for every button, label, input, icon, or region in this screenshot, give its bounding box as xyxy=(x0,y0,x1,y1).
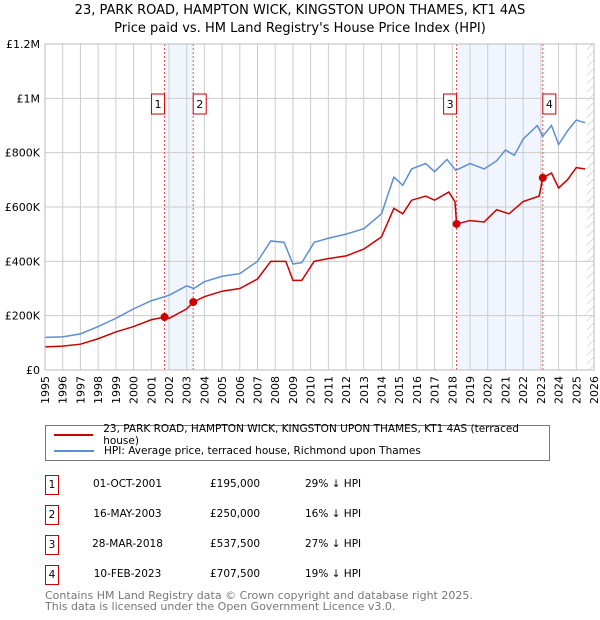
x-tick-label: 2024 xyxy=(553,376,566,404)
transaction-row: 4 10-FEB-2023 £707,500 19% ↓ HPI xyxy=(45,565,545,585)
x-tick-label: 2015 xyxy=(393,376,406,404)
x-tick-label: 2021 xyxy=(499,376,512,404)
sale-badge-label: 4 xyxy=(546,98,553,111)
x-tick-label: 2013 xyxy=(358,376,371,404)
transaction-price: £195,000 xyxy=(210,478,261,490)
x-tick-label: 2018 xyxy=(446,376,459,404)
x-tick-label: 2000 xyxy=(128,376,141,404)
legend-swatch-hpi xyxy=(54,450,94,452)
transaction-date: 16-MAY-2003 xyxy=(93,508,162,520)
sale-point xyxy=(538,173,547,182)
plot-area: 1995 1996 1997 1998 1999 2000 2001 2002 2003 2004… xyxy=(5,38,600,404)
chart-title: 23, PARK ROAD, HAMPTON WICK, KINGSTON UP… xyxy=(74,3,526,18)
y-tick-label: £1.2M xyxy=(6,38,40,51)
transaction-date: 28-MAR-2018 xyxy=(92,538,163,550)
x-tick-label: 2022 xyxy=(517,376,530,404)
x-tick-label: 2017 xyxy=(429,376,442,404)
sale-point xyxy=(452,219,461,228)
sale-badge xyxy=(443,93,458,115)
sale-badge xyxy=(151,93,166,115)
y-tick-label: £800K xyxy=(5,147,41,160)
footer-licence: This data is licensed under the Open Gov… xyxy=(45,600,396,613)
transaction-hpi-diff: 27% ↓ HPI xyxy=(305,538,362,550)
transaction-date: 01-OCT-2001 xyxy=(93,478,162,490)
x-tick-label: 1997 xyxy=(74,376,87,404)
y-tick-label: £200K xyxy=(5,310,41,323)
sale-badge-label: 1 xyxy=(155,98,162,111)
legend-label-property: 23, PARK ROAD, HAMPTON WICK, KINGSTON UP… xyxy=(103,423,519,447)
transaction-price: £707,500 xyxy=(210,568,261,580)
x-tick-label: 2005 xyxy=(216,376,229,404)
transaction-badge: 3 xyxy=(45,535,59,555)
x-tick-label: 2011 xyxy=(322,376,335,404)
transaction-hpi-diff: 19% ↓ HPI xyxy=(305,568,362,580)
sale-badge xyxy=(192,93,207,115)
sale-point xyxy=(189,298,198,307)
x-tick-label: 2016 xyxy=(411,376,424,404)
legend-item-property: 23, PARK ROAD, HAMPTON WICK, KINGSTON UP… xyxy=(54,423,549,447)
x-tick-label: 2019 xyxy=(464,376,477,404)
legend-label-hpi: HPI: Average price, terraced house, Rich… xyxy=(104,445,421,457)
x-tick-label: 2025 xyxy=(570,376,583,404)
x-tick-label: 2001 xyxy=(145,376,158,404)
chart-subtitle: Price paid vs. HM Land Registry's House … xyxy=(114,21,486,36)
transaction-price: £537,500 xyxy=(210,538,261,550)
y-tick-label: £1M xyxy=(17,92,41,105)
x-tick-label: 2012 xyxy=(340,376,353,404)
transaction-badge: 2 xyxy=(45,505,59,525)
legend: 23, PARK ROAD, HAMPTON WICK, KINGSTON UP… xyxy=(45,423,550,461)
transaction-hpi-diff: 16% ↓ HPI xyxy=(305,508,362,520)
x-tick-label: 2008 xyxy=(269,376,282,404)
sale-point xyxy=(160,313,169,322)
x-tick-label: 2014 xyxy=(375,376,388,404)
sale-badge-label: 2 xyxy=(196,98,203,111)
x-tick-label: 2009 xyxy=(287,376,300,404)
hpi-line xyxy=(44,119,586,339)
sale-badge xyxy=(542,93,557,115)
plot-border xyxy=(44,43,595,371)
x-tick-label: 2020 xyxy=(482,376,495,404)
transaction-hpi-diff: 29% ↓ HPI xyxy=(305,478,362,490)
y-tick-label: £0 xyxy=(26,364,40,377)
footer-copyright: Contains HM Land Registry data © Crown c… xyxy=(45,589,473,602)
x-tick-label: 2006 xyxy=(234,376,247,404)
x-tick-label: 1999 xyxy=(110,376,123,404)
x-tick-label: 1995 xyxy=(39,376,52,404)
x-tick-label: 1996 xyxy=(57,376,70,404)
transaction-badge: 4 xyxy=(45,565,59,585)
x-tick-label: 2023 xyxy=(535,376,548,404)
y-tick-label: £600K xyxy=(5,201,41,214)
x-tick-label: 2004 xyxy=(198,376,211,404)
x-tick-label: 2010 xyxy=(305,376,318,404)
legend-swatch-property xyxy=(54,434,94,436)
sale-badge-label: 3 xyxy=(447,98,454,111)
x-tick-label: 2026 xyxy=(588,376,600,404)
transaction-row: 3 28-MAR-2018 £537,500 27% ↓ HPI xyxy=(45,535,545,555)
transaction-badge: 1 xyxy=(45,475,59,495)
transaction-date: 10-FEB-2023 xyxy=(93,568,162,580)
x-tick-label: 2003 xyxy=(181,376,194,404)
transaction-row: 1 01-OCT-2001 £195,000 29% ↓ HPI xyxy=(45,475,545,495)
transaction-price: £250,000 xyxy=(210,508,261,520)
legend-item-hpi: HPI: Average price, terraced house, Rich… xyxy=(54,443,421,459)
x-tick-label: 2002 xyxy=(163,376,176,404)
x-tick-label: 1998 xyxy=(92,376,105,404)
y-tick-label: £400K xyxy=(5,255,41,268)
x-tick-label: 2007 xyxy=(252,376,265,404)
transaction-row: 2 16-MAY-2003 £250,000 16% ↓ HPI xyxy=(45,505,545,525)
